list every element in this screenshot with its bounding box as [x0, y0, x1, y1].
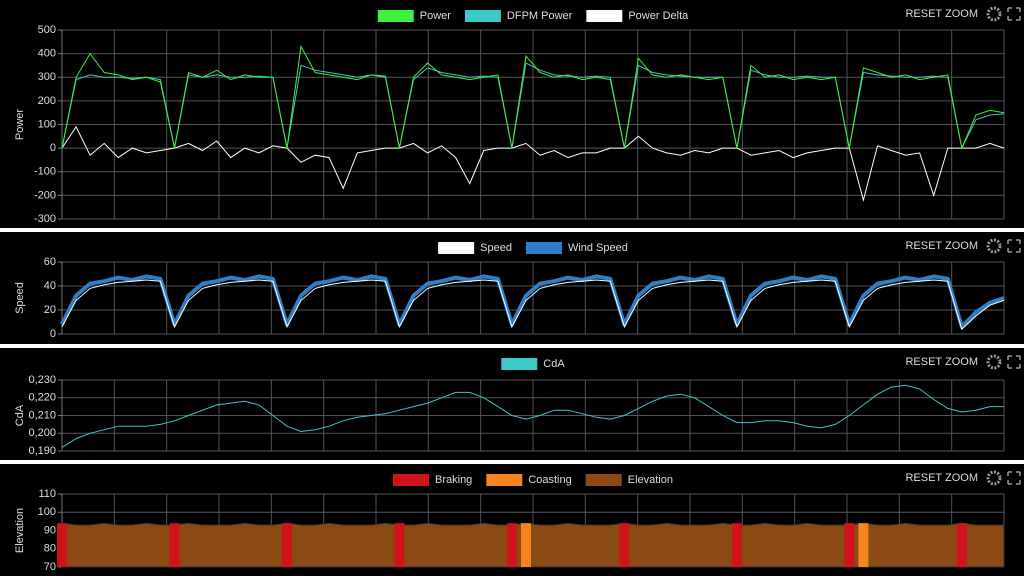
legend-label: Coasting	[528, 474, 571, 486]
y-tick-label: -200	[34, 189, 56, 201]
expand-icon[interactable]	[1007, 239, 1021, 253]
y-tick-label: 0	[50, 142, 56, 154]
bar	[619, 523, 630, 567]
legend: Power DFPM Power Power Delta	[377, 10, 689, 22]
expand-icon[interactable]	[1007, 471, 1021, 485]
y-tick-label: 0,220	[28, 392, 56, 404]
series-line	[61, 384, 1004, 448]
series-line	[61, 279, 1005, 331]
legend-swatch	[586, 10, 623, 22]
series-area	[61, 522, 1005, 568]
series-line	[61, 44, 1005, 150]
legend-swatch	[377, 10, 414, 22]
expand-icon[interactable]	[1007, 355, 1021, 369]
legend: Braking Coasting Elevation	[393, 474, 673, 486]
y-tick-label: 400	[38, 48, 56, 60]
settings-icon[interactable]	[986, 6, 1002, 22]
series-line	[61, 125, 1005, 203]
bar	[281, 523, 292, 567]
legend-label: Power Delta	[628, 10, 689, 22]
y-axis-label: Elevation	[14, 508, 26, 553]
series-line	[60, 274, 1005, 329]
y-tick-label: 500	[38, 24, 56, 36]
chart-panel: 0,190 0,200 0,210 0,220 0,230 CdA CdA RESET ZOO…	[0, 348, 1024, 460]
legend-label: Power	[420, 10, 452, 22]
legend-swatch	[486, 474, 523, 486]
legend-swatch	[393, 474, 430, 486]
y-tick-label: 0,190	[28, 445, 56, 457]
bar	[57, 523, 67, 567]
legend: Speed Wind Speed	[438, 242, 628, 254]
legend-swatch	[525, 242, 562, 254]
chart-panel: -300 -200 -100 0 100 200 300 400 500 Power Power DF…	[0, 0, 1024, 228]
y-tick-label: 110	[38, 488, 56, 500]
legend-swatch	[501, 358, 538, 370]
legend-label: Wind Speed	[568, 242, 628, 254]
y-tick-label: 40	[44, 280, 56, 292]
settings-icon[interactable]	[986, 354, 1002, 370]
settings-icon[interactable]	[986, 238, 1002, 254]
legend-swatch	[585, 474, 622, 486]
legend: CdA	[501, 358, 565, 370]
legend-label: Braking	[435, 474, 472, 486]
panel-background	[0, 0, 1024, 228]
y-tick-label: 80	[44, 543, 56, 555]
legend-swatch	[464, 10, 501, 22]
legend-label: CdA	[543, 358, 565, 370]
y-axis-label: Speed	[14, 282, 26, 314]
bar	[731, 523, 742, 567]
reset-zoom-button[interactable]: RESET ZOOM	[905, 356, 978, 368]
y-tick-label: 70	[44, 561, 56, 573]
bar	[394, 523, 405, 567]
reset-zoom-button[interactable]: RESET ZOOM	[905, 472, 978, 484]
y-tick-label: -100	[34, 166, 56, 178]
y-tick-label: 0	[50, 328, 56, 340]
legend-label: Elevation	[628, 474, 673, 486]
y-tick-label: 60	[44, 256, 56, 268]
bar	[844, 523, 855, 567]
reset-zoom-button[interactable]: RESET ZOOM	[905, 240, 978, 252]
reset-zoom-button[interactable]: RESET ZOOM	[905, 8, 978, 20]
y-tick-label: 0,200	[28, 427, 56, 439]
chart-panel: 70 80 90 100 110 Elevation Braking Coasting Elev…	[0, 464, 1024, 576]
y-tick-label: 300	[38, 71, 56, 83]
settings-icon[interactable]	[986, 470, 1002, 486]
legend-label: DFPM Power	[507, 10, 573, 22]
y-tick-label: 100	[38, 506, 56, 518]
bar	[506, 523, 517, 567]
chart-panel: 0 20 40 60 Speed Speed Wind Speed RESET ZOOM	[0, 232, 1024, 344]
y-tick-label: -300	[34, 213, 56, 225]
y-tick-label: 100	[38, 118, 56, 130]
y-tick-label: 0,210	[28, 409, 56, 421]
y-tick-label: 200	[38, 95, 56, 107]
expand-icon[interactable]	[1007, 7, 1021, 21]
bar	[520, 523, 531, 567]
y-axis-label: CdA	[14, 404, 26, 426]
bar	[858, 523, 869, 567]
y-tick-label: 0,230	[28, 374, 56, 386]
bar	[169, 523, 180, 567]
y-tick-label: 20	[44, 304, 56, 316]
y-tick-label: 90	[44, 524, 56, 536]
y-axis-label: Power	[14, 109, 26, 141]
legend-label: Speed	[480, 242, 512, 254]
legend-swatch	[438, 242, 475, 254]
bar	[956, 523, 967, 567]
